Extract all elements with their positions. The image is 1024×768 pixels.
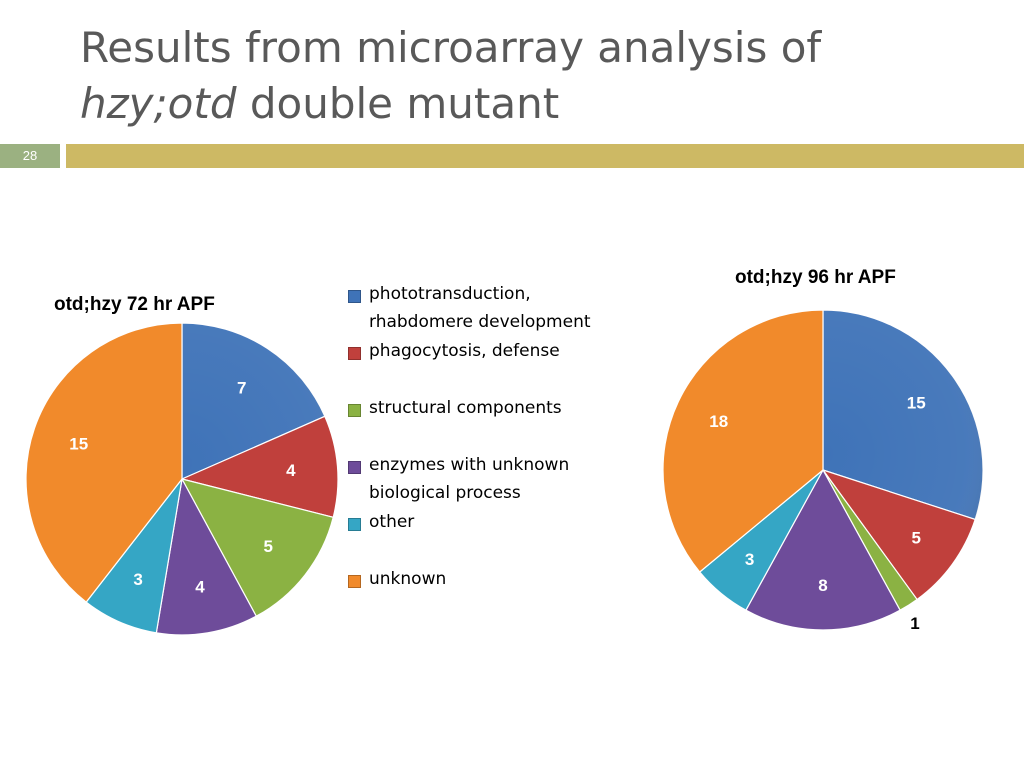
data-label-phototransduction: 7 [237, 379, 246, 398]
data-label-other: 3 [133, 570, 142, 589]
data-label-structural: 5 [263, 537, 272, 556]
data-label-enzymes: 8 [818, 576, 827, 595]
legend-item-structural: structural components [348, 398, 629, 422]
pie-slice-structural [180, 478, 334, 618]
legend-swatch-unknown [348, 575, 361, 588]
chart-title-96hr: otd;hzy 96 hr APF [735, 267, 896, 288]
pie-slice-unknown [25, 322, 183, 603]
pie-chart-72hr: 7 4 5 4 3 15 [25, 322, 339, 636]
data-label-unknown: 18 [709, 412, 728, 431]
pie-slice-enzymes [155, 477, 258, 636]
legend-item-phototransduction: phototransduction, rhabdomere developmen… [348, 284, 629, 336]
data-label-enzymes: 4 [195, 578, 205, 597]
data-label-structural: 1 [910, 614, 919, 633]
legend-swatch-other [348, 518, 361, 531]
pie-slice-enzymes [745, 468, 901, 631]
legend-label: enzymes with unknown biological process [369, 455, 570, 503]
legend-item-phagocytosis: phagocytosis, defense [348, 341, 629, 365]
slide-title-italic: hzy;otd [80, 79, 237, 128]
slide-title: Results from microarray analysis of hzy;… [80, 20, 980, 132]
legend-label: other [369, 512, 415, 532]
data-label-phagocytosis: 5 [911, 529, 920, 548]
legend-swatch-phagocytosis [348, 347, 361, 360]
pie-slice-phagocytosis [821, 468, 976, 601]
legend-label: unknown [369, 569, 447, 589]
legend-label: phototransduction, rhabdomere developmen… [369, 284, 591, 332]
legend-item-other: other [348, 512, 629, 536]
slide-number: 28 [0, 144, 60, 168]
data-label-other: 3 [745, 550, 754, 569]
data-label-phototransduction: 15 [907, 393, 926, 412]
slide-title-line1: Results from microarray analysis of [80, 23, 822, 72]
slide-title-rest: double mutant [236, 79, 560, 128]
legend-item-unknown: unknown [348, 569, 629, 593]
legend-label: phagocytosis, defense [369, 341, 560, 361]
pie-slice-unknown [662, 309, 824, 573]
pie-slice-phagocytosis [180, 415, 339, 519]
legend-swatch-structural [348, 404, 361, 417]
legend-swatch-phototransduction [348, 290, 361, 303]
chart-title-72hr: otd;hzy 72 hr APF [54, 294, 215, 315]
legend-swatch-enzymes [348, 461, 361, 474]
slide-title-line2: hzy;otd double mutant [80, 76, 980, 132]
legend-item-enzymes: enzymes with unknown biological process [348, 455, 629, 507]
data-label-phagocytosis: 4 [286, 461, 296, 480]
legend-label: structural components [369, 398, 562, 418]
title-divider-bar [66, 144, 1024, 168]
data-label-unknown: 15 [69, 435, 88, 454]
